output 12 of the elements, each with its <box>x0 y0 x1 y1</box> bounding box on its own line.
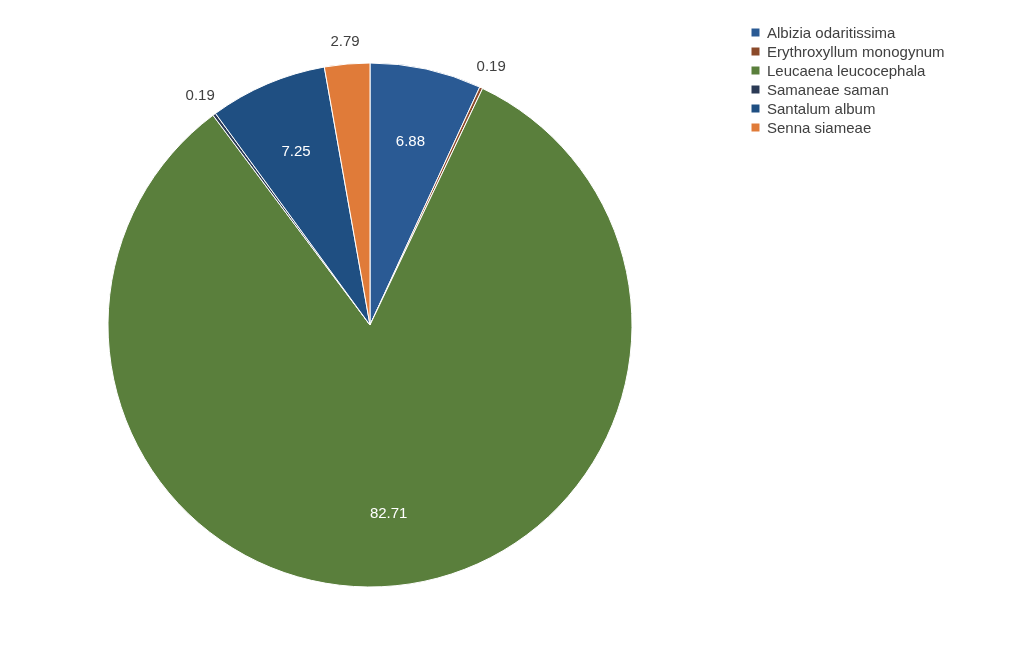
data-label: 82.71 <box>369 503 408 521</box>
data-label: 0.19 <box>476 57 506 75</box>
legend-label: Samaneae saman <box>767 80 889 98</box>
data-label: 7.25 <box>281 142 311 160</box>
legend-label: Senna siameae <box>767 118 872 136</box>
legend-label: Erythroxyllum monogynum <box>767 42 945 60</box>
legend-label: Leucaena leucocephala <box>767 61 927 79</box>
legend-label: Santalum album <box>767 99 876 117</box>
data-label: 0.19 <box>185 86 215 104</box>
data-label: 6.88 <box>395 131 426 149</box>
legend-label: Albizia odaritissima <box>767 23 897 41</box>
data-label: 2.79 <box>330 31 360 49</box>
